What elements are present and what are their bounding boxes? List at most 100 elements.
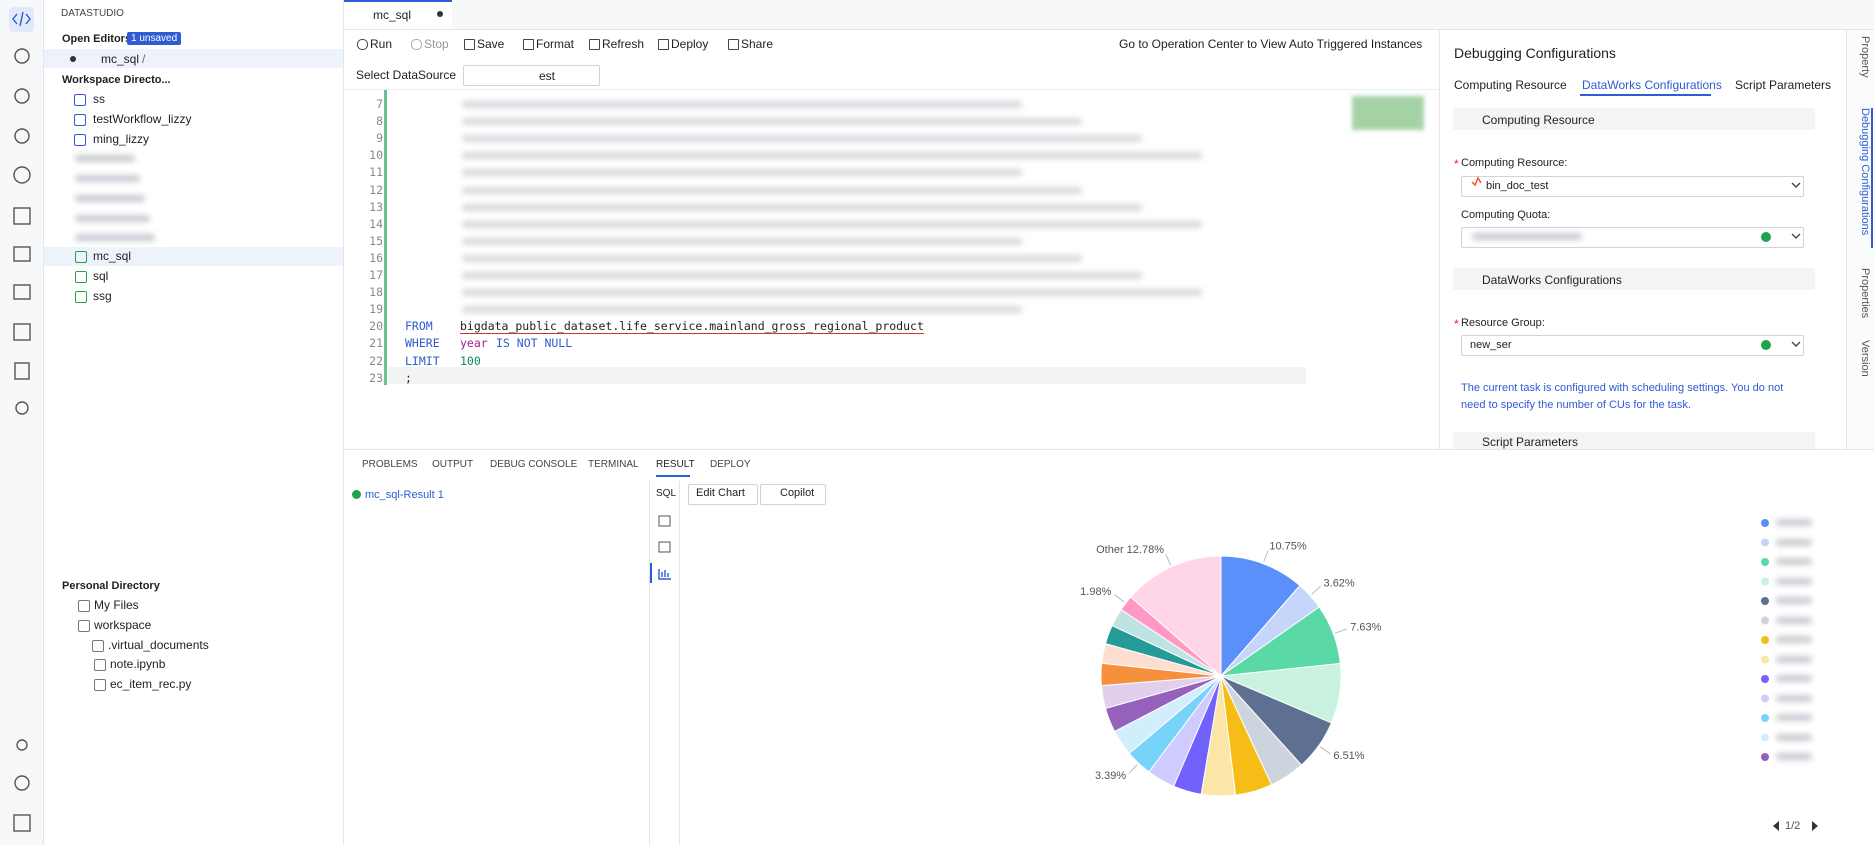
panel-tab[interactable]: OUTPUT <box>432 459 474 470</box>
blurred-item <box>75 234 155 241</box>
toolbar-button[interactable]: Deploy <box>671 37 709 51</box>
panel-tab[interactable]: TERMINAL <box>588 459 639 470</box>
button-label[interactable]: Edit Chart <box>696 487 745 499</box>
tree-item[interactable]: .virtual_documents <box>108 638 209 652</box>
sidebar <box>44 0 344 845</box>
selected-row[interactable] <box>44 247 343 266</box>
legend-dot <box>1761 616 1769 625</box>
section-header[interactable] <box>1453 108 1815 130</box>
tab-bar <box>344 0 1874 30</box>
toolbar-button[interactable]: Refresh <box>602 37 645 51</box>
datasource-value[interactable]: est <box>539 69 556 83</box>
section-header[interactable] <box>1453 268 1815 290</box>
code-token: bigdata_public_dataset.life_service.main… <box>460 319 924 335</box>
toolbar-button[interactable]: Stop <box>424 37 449 51</box>
line-number: 8 <box>376 114 383 129</box>
blurred-item <box>75 215 150 222</box>
pager[interactable]: 1/2 <box>1785 820 1801 832</box>
toolbar-icon <box>728 39 739 50</box>
button-label[interactable]: Copilot <box>780 487 815 499</box>
toolbar-icon <box>658 39 669 50</box>
vertical-tab[interactable]: Debugging Configurations <box>1849 108 1873 248</box>
legend-label <box>1776 714 1812 721</box>
legend-dot <box>1761 675 1769 683</box>
config-tab[interactable]: Computing Resource <box>1454 78 1567 92</box>
result-divider <box>649 481 680 845</box>
legend-label <box>1776 538 1812 546</box>
button[interactable] <box>688 484 758 505</box>
panel-tab[interactable]: DEBUG CONSOLE <box>490 459 578 470</box>
panel-tab[interactable]: DEPLOY <box>710 459 751 470</box>
datasource-select[interactable] <box>463 65 600 86</box>
blurred-code <box>462 186 1082 194</box>
field-label: Computing Quota: <box>1461 209 1551 221</box>
workspace-label[interactable]: Workspace Directo... <box>62 74 171 86</box>
blurred-code <box>462 237 1022 245</box>
tree-item[interactable]: testWorkflow_lizzy <box>93 112 192 126</box>
slice-label: 7.63% <box>1350 622 1381 634</box>
blurred-code <box>462 203 1142 211</box>
toolbar-button[interactable]: Share <box>741 37 774 51</box>
toolbar-button[interactable]: Format <box>536 37 575 51</box>
tree-item[interactable]: ss <box>93 92 105 106</box>
config-tab[interactable]: DataWorks Configurations <box>1582 78 1722 92</box>
tree-icon <box>94 659 106 671</box>
select-value[interactable]: bin_doc_test <box>1486 180 1549 192</box>
tree-item[interactable]: mc_sql <box>93 249 132 263</box>
active-tab-underline <box>1580 94 1711 96</box>
toolbar-button[interactable]: Save <box>477 37 505 51</box>
line-number: 17 <box>369 268 383 282</box>
open-editors-label[interactable]: Open Editors <box>62 33 132 45</box>
section-title[interactable]: Script Parameters <box>1482 435 1579 449</box>
datasource-label: Select DataSource <box>356 68 457 82</box>
section-header[interactable] <box>1453 432 1815 449</box>
panel-tab[interactable]: RESULT <box>656 459 695 470</box>
minimap <box>1352 96 1424 130</box>
select-value[interactable]: new_ser <box>1470 339 1512 351</box>
select[interactable] <box>1461 227 1804 248</box>
select[interactable] <box>1461 176 1804 197</box>
tree-item[interactable]: note.ipynb <box>110 657 166 671</box>
editor-tab[interactable] <box>344 0 452 29</box>
line-number: 9 <box>376 131 383 146</box>
tab-dirty-dot[interactable] <box>437 11 443 17</box>
legend-label <box>1776 694 1812 702</box>
field-label: Resource Group: <box>1461 317 1545 329</box>
open-editor-name[interactable]: mc_sql <box>101 52 140 66</box>
slice-label: 3.62% <box>1324 578 1355 590</box>
mode-label[interactable]: SQL <box>656 488 677 499</box>
tree-item[interactable]: workspace <box>94 618 152 632</box>
open-editor-row[interactable] <box>44 49 343 68</box>
tree-item[interactable]: sql <box>93 269 109 283</box>
sidebar-title: DATASTUDIO <box>61 8 124 19</box>
tree-item[interactable]: ssg <box>93 289 112 303</box>
button[interactable] <box>760 484 826 505</box>
vertical-tab[interactable]: Version <box>1859 340 1871 377</box>
tree-item[interactable]: ec_item_rec.py <box>110 677 192 691</box>
operation-link[interactable]: Go to Operation Center to View Auto Trig… <box>1119 37 1423 51</box>
blurred-code <box>462 152 1202 160</box>
panel-tab[interactable]: PROBLEMS <box>362 459 418 470</box>
blurred-value <box>1472 233 1582 240</box>
toolbar-button[interactable]: Run <box>370 37 393 51</box>
result-item[interactable]: mc_sql-Result 1 <box>365 489 444 501</box>
editor-tab-label[interactable]: mc_sql <box>373 8 412 22</box>
blurred-code <box>462 254 1082 262</box>
tree-item[interactable]: ming_lizzy <box>93 132 150 146</box>
config-tab[interactable]: Script Parameters <box>1735 78 1832 92</box>
vertical-tab[interactable]: Properties <box>1859 268 1871 319</box>
file-icon <box>74 94 86 106</box>
select[interactable] <box>1461 335 1804 356</box>
vertical-tab[interactable]: Property <box>1859 36 1871 78</box>
section-title[interactable]: DataWorks Configurations <box>1482 273 1622 287</box>
tree-item[interactable]: My Files <box>94 598 139 612</box>
leader-line <box>1165 553 1172 566</box>
personal-label[interactable]: Personal Directory <box>62 580 160 592</box>
dirty-dot <box>70 56 76 62</box>
leader-line <box>1335 628 1347 634</box>
blurred-code <box>462 101 1022 108</box>
section-title[interactable]: Computing Resource <box>1482 113 1595 127</box>
legend-dot <box>1761 538 1769 547</box>
file-icon <box>75 271 87 283</box>
